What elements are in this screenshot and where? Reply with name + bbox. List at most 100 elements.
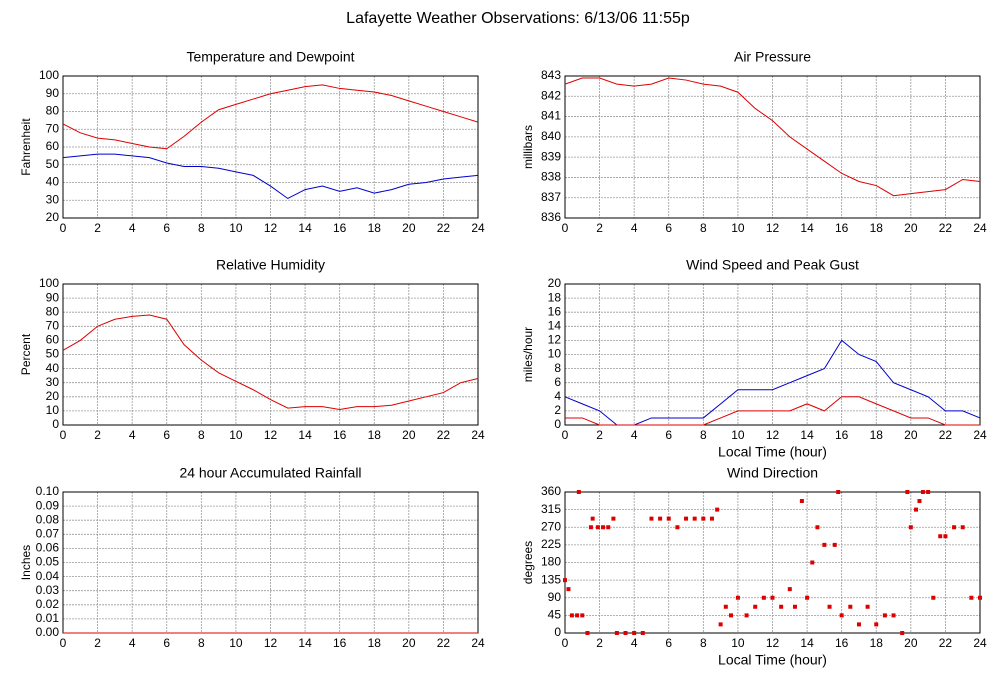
y-tick-label: 80	[46, 104, 60, 118]
data-point	[563, 578, 567, 583]
data-point	[614, 631, 619, 635]
data-point	[905, 490, 910, 494]
plot-frame	[564, 491, 981, 634]
x-tick-label: 20	[904, 428, 918, 442]
plot-frame	[564, 283, 981, 426]
data-line	[62, 84, 479, 150]
x-tick-label: 10	[229, 636, 243, 650]
data-point	[805, 595, 810, 600]
data-point	[715, 507, 720, 512]
y-tick-label: 841	[541, 109, 561, 123]
x-tick-label: 8	[198, 221, 205, 235]
chart-title: Relative Humidity	[216, 257, 325, 273]
chart-title: 24 hour Accumulated Rainfall	[179, 465, 361, 481]
x-tick-label: 24	[471, 428, 485, 442]
x-tick-label: 16	[333, 221, 347, 235]
x-tick-label: 24	[973, 428, 987, 442]
x-tick-label: 8	[198, 636, 205, 650]
x-tick-label: 12	[264, 221, 278, 235]
data-point	[914, 507, 919, 512]
y-tick-label: 80	[46, 304, 60, 318]
x-tick-label: 18	[870, 428, 884, 442]
y-tick-label: 10	[548, 347, 562, 361]
x-tick-label: 22	[939, 428, 953, 442]
y-tick-label: 30	[46, 375, 60, 389]
y-tick-label: 70	[46, 121, 60, 135]
y-axis-label: millibars	[521, 125, 535, 169]
data-point	[874, 622, 879, 627]
x-tick-label: 0	[562, 428, 569, 442]
x-tick-label: 14	[800, 636, 814, 650]
x-tick-label: 4	[631, 428, 638, 442]
y-tick-label: 45	[548, 608, 562, 622]
x-tick-label: 16	[835, 636, 849, 650]
data-point	[585, 631, 590, 635]
data-point	[744, 613, 749, 618]
y-tick-label: 0	[554, 417, 561, 431]
data-line	[62, 314, 479, 410]
data-point	[908, 525, 913, 530]
data-point	[792, 604, 797, 609]
y-tick-label: 0.10	[36, 484, 60, 498]
y-tick-label: 30	[46, 192, 60, 206]
x-tick-label: 20	[402, 221, 416, 235]
chart-title: Air Pressure	[734, 49, 811, 65]
x-tick-label: 24	[471, 221, 485, 235]
y-tick-label: 20	[46, 210, 60, 224]
y-tick-label: 12	[548, 333, 562, 347]
x-tick-label: 0	[562, 221, 569, 235]
x-tick-label: 12	[766, 636, 780, 650]
y-tick-label: 0.05	[36, 555, 60, 569]
data-point	[815, 525, 820, 530]
y-tick-label: 839	[541, 149, 561, 163]
x-tick-label: 2	[596, 428, 603, 442]
data-point	[576, 490, 581, 494]
y-tick-label: 0.08	[36, 512, 60, 526]
chart-title: Wind Direction	[727, 465, 818, 481]
x-tick-label: 18	[870, 221, 884, 235]
x-tick-label: 16	[835, 428, 849, 442]
data-point	[684, 516, 689, 521]
data-point	[978, 595, 982, 600]
x-tick-label: 6	[665, 428, 672, 442]
y-tick-label: 4	[554, 389, 561, 403]
y-tick-label: 40	[46, 361, 60, 375]
y-tick-label: 180	[541, 555, 561, 569]
x-tick-label: 0	[60, 221, 67, 235]
data-point	[611, 516, 616, 521]
data-point	[588, 525, 593, 530]
plot-frame	[62, 283, 479, 426]
x-tick-label: 8	[700, 221, 707, 235]
x-tick-label: 20	[402, 428, 416, 442]
y-tick-label: 20	[548, 276, 562, 290]
y-tick-label: 838	[541, 170, 561, 184]
x-tick-label: 18	[368, 636, 382, 650]
x-tick-label: 2	[94, 636, 101, 650]
x-tick-label: 22	[437, 636, 451, 650]
plot-frame	[564, 75, 981, 219]
data-line	[62, 153, 479, 200]
y-axis-label: miles/hour	[521, 327, 535, 382]
y-tick-label: 0	[554, 625, 561, 639]
data-point	[917, 499, 922, 504]
y-tick-label: 16	[548, 304, 562, 318]
x-tick-label: 22	[939, 636, 953, 650]
x-tick-label: 18	[368, 428, 382, 442]
data-point	[729, 613, 733, 618]
x-tick-label: 6	[163, 221, 170, 235]
x-tick-label: 24	[973, 636, 987, 650]
data-point	[856, 622, 861, 627]
data-point	[601, 525, 606, 530]
y-tick-label: 60	[46, 139, 60, 153]
x-tick-label: 8	[700, 636, 707, 650]
y-tick-label: 0	[52, 417, 59, 431]
y-tick-label: 0.02	[36, 597, 60, 611]
data-point	[779, 604, 784, 609]
data-point	[718, 622, 723, 627]
x-tick-label: 12	[264, 636, 278, 650]
x-tick-label: 6	[665, 636, 672, 650]
data-point	[848, 604, 853, 609]
data-point	[827, 604, 832, 609]
y-tick-label: 6	[554, 375, 561, 389]
x-tick-label: 6	[163, 636, 170, 650]
